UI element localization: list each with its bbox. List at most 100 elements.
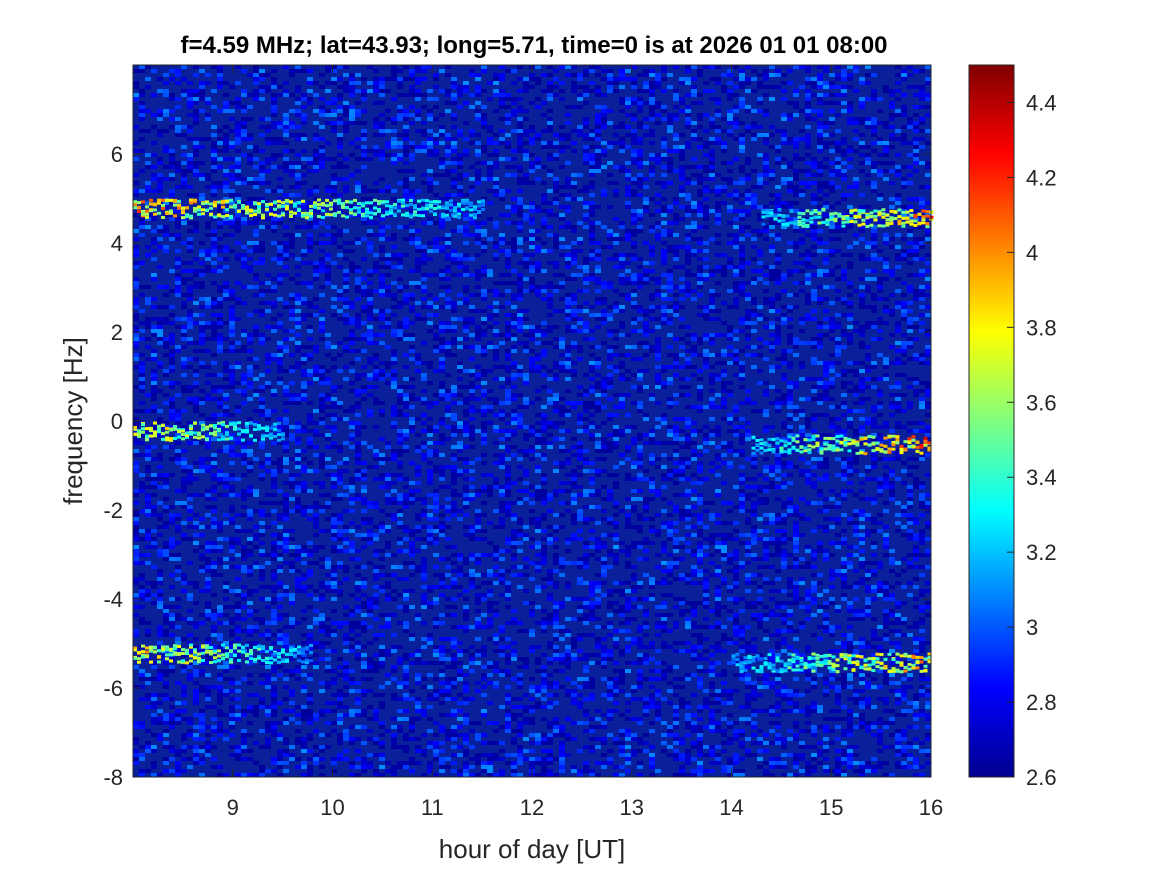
heatmap-cell <box>781 129 787 133</box>
heatmap-cell <box>235 181 241 185</box>
heatmap-cell <box>397 305 403 309</box>
heatmap-cell <box>817 249 823 253</box>
heatmap-cell <box>691 77 697 81</box>
heatmap-cell <box>811 361 817 365</box>
heatmap-cell <box>517 225 523 229</box>
heatmap-cell <box>421 93 427 97</box>
heatmap-cell <box>517 121 523 125</box>
heatmap-cell <box>331 125 337 129</box>
heatmap-cell <box>535 81 541 85</box>
heatmap-cell <box>445 345 451 349</box>
heatmap-cell <box>283 345 289 349</box>
heatmap-cell <box>859 277 865 281</box>
heatmap-cell <box>781 277 787 281</box>
heatmap-cell <box>379 285 385 289</box>
heatmap-cell <box>913 157 919 161</box>
heatmap-cell <box>715 281 721 285</box>
heatmap-cell <box>535 77 541 81</box>
heatmap-cell <box>475 277 481 281</box>
heatmap-cell <box>439 269 445 273</box>
heatmap-cell <box>259 69 265 73</box>
heatmap-cell <box>601 193 607 197</box>
heatmap-cell <box>175 289 181 293</box>
heatmap-cell <box>379 369 385 373</box>
heatmap-cell <box>421 285 427 289</box>
heatmap-cell <box>391 97 397 101</box>
heatmap-cell <box>643 89 649 93</box>
heatmap-cell <box>535 137 541 141</box>
heatmap-cell <box>193 65 199 69</box>
heatmap-cell <box>139 93 145 97</box>
heatmap-cell <box>235 65 241 69</box>
heatmap-cell <box>679 153 685 157</box>
heatmap-cell <box>361 237 367 241</box>
heatmap-cell <box>475 73 481 77</box>
heatmap-cell <box>349 261 355 265</box>
heatmap-cell <box>187 385 193 389</box>
heatmap-cell <box>697 145 703 149</box>
heatmap-cell <box>505 241 511 245</box>
heatmap-cell <box>619 225 625 229</box>
heatmap-cell <box>691 209 697 213</box>
heatmap-cell <box>199 93 205 97</box>
heatmap-cell <box>409 121 415 125</box>
heatmap-cell <box>427 153 433 157</box>
heatmap-cell <box>751 121 757 125</box>
heatmap-cell <box>517 229 523 233</box>
heatmap-cell <box>439 113 445 117</box>
heatmap-cell <box>835 349 841 353</box>
heatmap-cell <box>859 389 865 393</box>
heatmap-cell <box>403 297 409 301</box>
heatmap-cell <box>565 301 571 305</box>
heatmap-cell <box>871 377 877 381</box>
heatmap-cell <box>517 65 523 69</box>
heatmap-cell <box>859 153 865 157</box>
heatmap-cell <box>841 169 847 173</box>
heatmap-cell <box>199 297 205 301</box>
heatmap-cell <box>553 77 559 81</box>
heatmap-cell <box>847 145 853 149</box>
heatmap-cell <box>625 281 631 285</box>
heatmap-cell <box>715 137 721 141</box>
heatmap-cell <box>907 65 913 69</box>
heatmap-cell <box>643 209 649 213</box>
heatmap-cell <box>367 149 373 153</box>
heatmap-cell <box>835 345 841 349</box>
heatmap-cell <box>373 201 379 205</box>
heatmap-cell <box>319 373 325 377</box>
heatmap-cell <box>229 325 235 329</box>
heatmap-cell <box>385 129 391 133</box>
heatmap-cell <box>511 345 517 349</box>
heatmap-cell <box>211 157 217 161</box>
heatmap-cell <box>505 69 511 73</box>
heatmap-cell <box>421 249 427 253</box>
heatmap-cell <box>337 309 343 313</box>
heatmap-cell <box>787 381 793 385</box>
heatmap-cell <box>847 121 853 125</box>
heatmap-cell <box>499 65 505 69</box>
heatmap-cell <box>751 297 757 301</box>
heatmap-cell <box>679 297 685 301</box>
heatmap-cell <box>925 81 931 85</box>
heatmap-cell <box>661 209 667 213</box>
heatmap-cell <box>499 237 505 241</box>
heatmap-cell <box>625 105 631 109</box>
heatmap-cell <box>871 229 877 233</box>
heatmap-cell <box>775 397 781 401</box>
heatmap-cell <box>535 209 541 213</box>
heatmap-cell <box>403 113 409 117</box>
heatmap-cell <box>175 201 181 205</box>
heatmap-cell <box>319 249 325 253</box>
heatmap-cell <box>373 221 379 225</box>
heatmap-cell <box>619 373 625 377</box>
heatmap-cell <box>571 329 577 333</box>
heatmap-cell <box>793 173 799 177</box>
heatmap-cell <box>703 217 709 221</box>
heatmap-cell <box>247 349 253 353</box>
heatmap-cell <box>745 129 751 133</box>
heatmap-cell <box>331 297 337 301</box>
plot-area <box>132 64 934 778</box>
heatmap-cell <box>499 273 505 277</box>
heatmap-cell <box>673 305 679 309</box>
heatmap-cell <box>499 385 505 389</box>
